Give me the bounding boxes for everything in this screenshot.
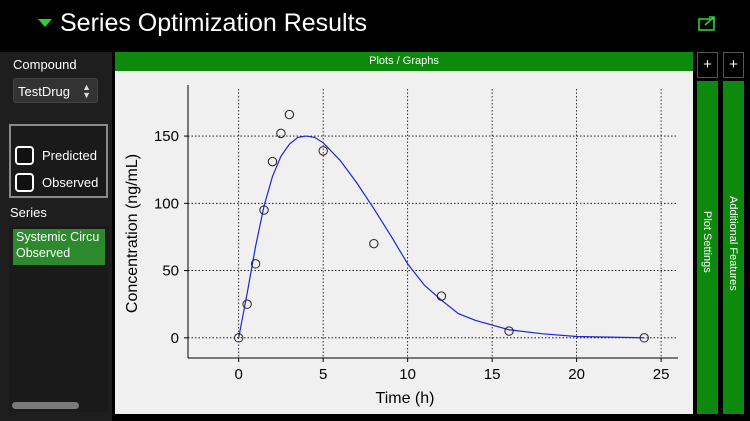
series-label: Series [10,205,47,220]
spin-arrows-icon: ▲ ▼ [82,82,91,100]
observed-point [233,333,244,343]
predicted-line [238,135,645,339]
title-bar: Series Optimization Results [0,0,750,50]
observed-point [318,146,328,156]
x-tick-label: 10 [399,366,416,383]
window-title: Series Optimization Results [60,9,368,37]
compound-select-value: TestDrug [18,84,71,99]
x-tick-label: 20 [568,366,585,383]
plot-settings-bar[interactable]: Plot Settings [697,81,718,414]
observed-point [639,333,649,343]
compound-label: Compound [13,57,77,72]
observed-label: Observed [42,175,99,190]
predicted-label: Predicted [42,148,97,163]
export-icon[interactable] [698,16,716,31]
plot-settings-tab[interactable]: + Plot Settings [697,52,718,414]
plot-area: 0 5 10 15 20 25 0 50 100 150 Time (h) Concentration… [115,71,693,414]
additional-features-tab[interactable]: + Additional Features [723,52,744,414]
observed-point [250,259,261,269]
plot-settings-expand-button[interactable]: + [697,52,718,78]
observed-point [436,291,447,301]
observed-point [242,299,252,309]
x-tick-label: 15 [484,366,501,383]
list-item[interactable]: Systemic Circu Observed [13,229,105,265]
observed-point [504,326,514,336]
x-tick-label: 0 [235,366,243,383]
observed-point [267,156,278,167]
chart: 0 5 10 15 20 25 0 50 100 150 Time (h) Concentration… [124,85,678,407]
plots-graphs-header: Plots / Graphs [115,52,693,71]
x-tick-label: 5 [319,366,327,383]
observed-point [276,128,286,139]
additional-features-bar[interactable]: Additional Features [723,81,744,414]
series-item-line2: Observed [16,246,71,260]
compound-select[interactable]: TestDrug ▲ ▼ [13,78,98,103]
additional-features-label: Additional Features [727,196,739,291]
observed-point [259,205,269,215]
y-tick-label: 150 [154,128,179,145]
y-axis-label: Concentration (ng/mL) [124,154,141,313]
y-tick-label: 0 [171,330,179,347]
observed-checkbox[interactable] [15,173,34,192]
collapse-arrow-icon[interactable] [38,19,52,27]
series-item-line1: Systemic Circu [16,230,100,244]
observed-point [369,238,379,249]
series-list: Systemic Circu Observed [9,226,108,412]
observed-point [284,109,295,120]
horizontal-scrollbar[interactable] [12,402,79,409]
y-tick-label: 50 [162,263,179,280]
y-tick-label: 100 [154,195,179,212]
plot-settings-label: Plot Settings [701,211,713,273]
x-axis-label: Time (h) [376,390,435,407]
display-options-group: Predicted Observed [9,124,108,198]
x-tick-label: 25 [653,366,670,383]
additional-features-expand-button[interactable]: + [723,52,744,78]
predicted-checkbox[interactable] [15,146,34,165]
